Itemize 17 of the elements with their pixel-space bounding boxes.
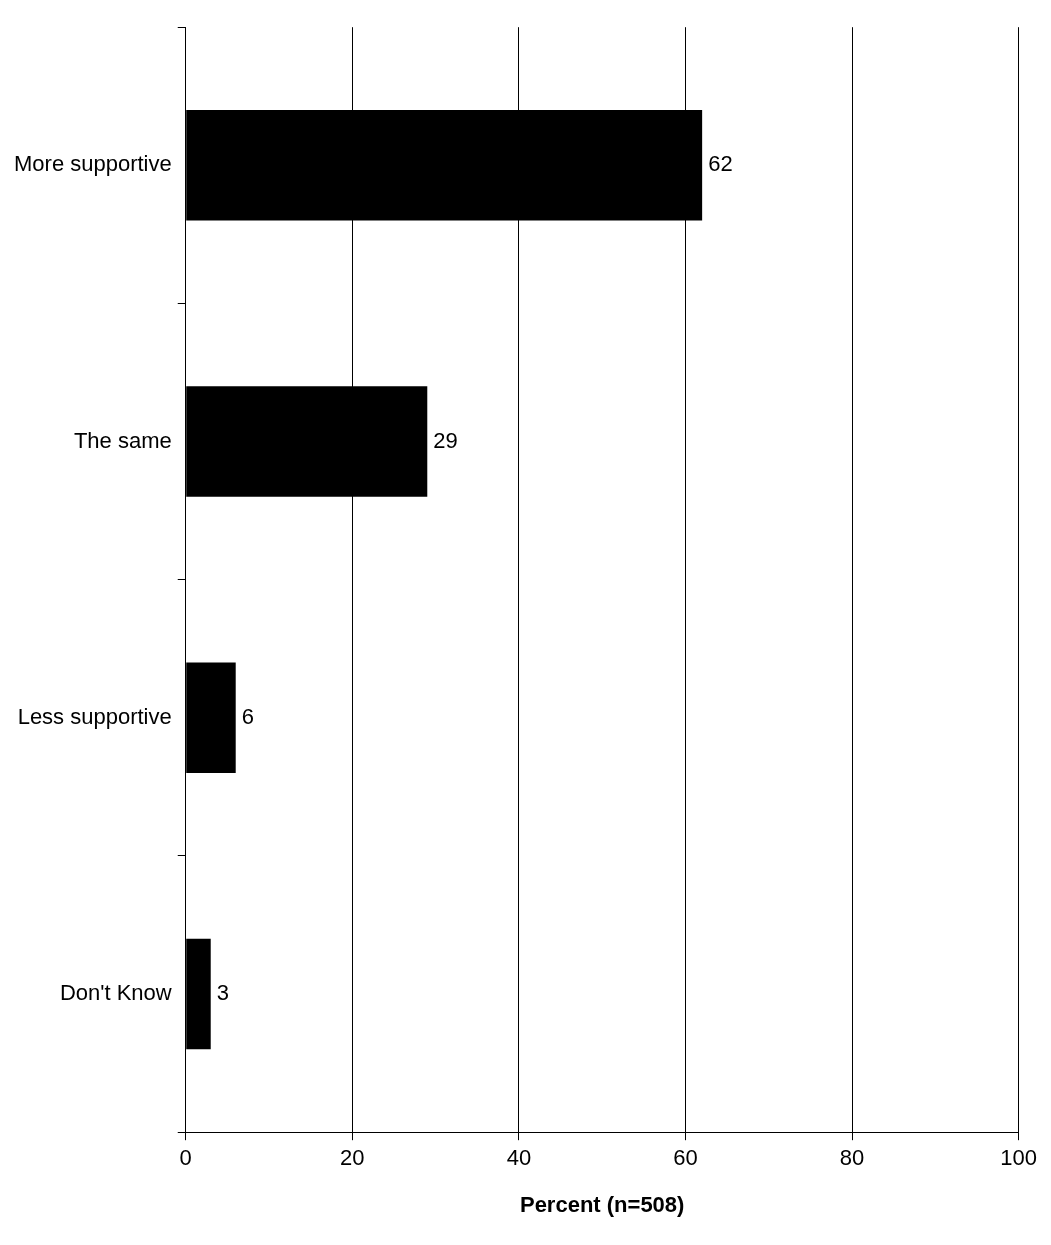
x-tick-label: 80 (839, 1145, 865, 1171)
y-tick-label: Don't Know (59, 980, 172, 1006)
x-tick-label: 20 (340, 1145, 365, 1171)
bar (186, 938, 211, 1050)
x-tick-label: 100 (1000, 1145, 1038, 1171)
x-tick-label: 40 (506, 1145, 532, 1171)
data-label: 6 (241, 703, 254, 729)
data-label: 62 (708, 151, 733, 177)
data-label: 29 (433, 427, 458, 453)
y-tick-label: Less supportive (17, 703, 172, 729)
y-tick-label: The same (73, 427, 172, 453)
data-label: 3 (216, 980, 229, 1006)
bar (186, 662, 236, 774)
x-tick-label: 60 (673, 1145, 698, 1171)
y-tick-label: More supportive (13, 151, 172, 177)
x-axis-title: Percent (n=508) (519, 1191, 685, 1217)
x-tick-label: 0 (179, 1145, 192, 1171)
